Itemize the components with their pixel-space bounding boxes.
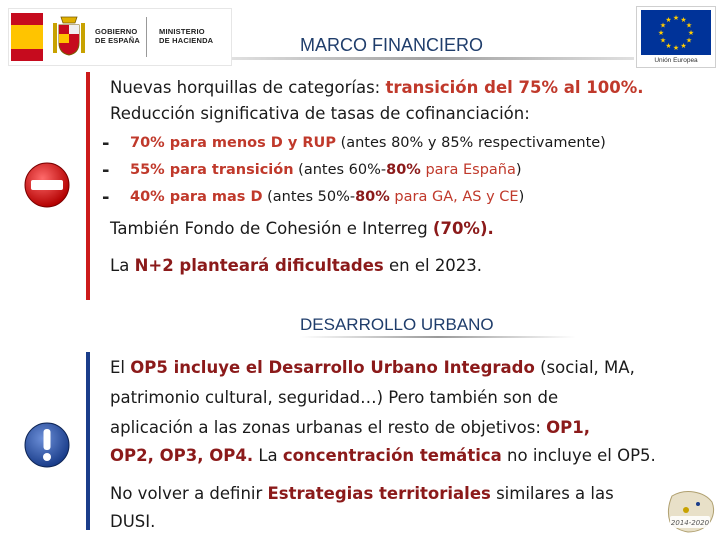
logo-divider bbox=[146, 17, 148, 57]
ministry-line1: MINISTERIO bbox=[159, 27, 205, 37]
text-line-n2: La N+2 planteará dificultades en el 2023… bbox=[110, 256, 483, 275]
title-underline bbox=[232, 57, 634, 60]
gov-line1: GOBIERNO bbox=[95, 27, 138, 37]
eu-star-icon: ★ bbox=[688, 29, 694, 37]
paragraph-line: El OP5 incluye el Desarrollo Urbano Inte… bbox=[110, 358, 635, 377]
government-logo: GOBIERNO DE ESPAÑA MINISTERIO DE HACIEND… bbox=[8, 8, 232, 66]
eu-logo: ★ ★ ★ ★ ★ ★ ★ ★ ★ ★ ★ ★ Unión Europea bbox=[636, 6, 716, 68]
spain-map-icon: 2014-2020 bbox=[667, 491, 715, 533]
eu-star-icon: ★ bbox=[686, 22, 692, 30]
section2-underline bbox=[300, 336, 576, 338]
eu-star-icon: ★ bbox=[673, 14, 679, 22]
coat-of-arms-icon bbox=[53, 16, 85, 56]
no-entry-icon bbox=[24, 162, 70, 208]
spain-flag-icon bbox=[11, 13, 43, 61]
section1-bar bbox=[86, 72, 90, 300]
gov-line2: DE ESPAÑA bbox=[95, 36, 141, 45]
list-item: -40% para mas D (antes 50%-80% para GA, … bbox=[102, 187, 525, 208]
eu-star-icon: ★ bbox=[660, 37, 666, 45]
section2-bar bbox=[86, 352, 90, 530]
slide-title: MARCO FINANCIERO bbox=[300, 35, 484, 55]
eu-star-icon: ★ bbox=[686, 37, 692, 45]
eu-star-icon: ★ bbox=[680, 42, 686, 50]
paragraph-line: OP2, OP3, OP4. La concentración temática… bbox=[110, 446, 656, 465]
eu-flag-icon: ★ ★ ★ ★ ★ ★ ★ ★ ★ ★ ★ ★ bbox=[641, 10, 711, 55]
text-line-cohesion: También Fondo de Cohesión e Interreg (70… bbox=[110, 219, 494, 238]
period-label: 2014-2020 bbox=[671, 519, 710, 527]
text-line-categories: Nuevas horquillas de categorías: transic… bbox=[110, 78, 644, 97]
paragraph-line: No volver a definir Estrategias territor… bbox=[110, 484, 614, 503]
ministry-line2: DE HACIENDA bbox=[159, 36, 214, 45]
eu-star-icon: ★ bbox=[660, 22, 666, 30]
paragraph-line: aplicación a las zonas urbanas el resto … bbox=[110, 418, 591, 437]
list-item: -70% para menos D y RUP (antes 80% y 85%… bbox=[102, 133, 606, 154]
list-item: -55% para transición (antes 60%-80% para… bbox=[102, 160, 522, 181]
eu-star-icon: ★ bbox=[665, 16, 671, 24]
eu-star-icon: ★ bbox=[658, 29, 664, 37]
paragraph-line: patrimonio cultural, seguridad…) Pero ta… bbox=[110, 388, 559, 407]
text-line-cofinancing: Reducción significativa de tasas de cofi… bbox=[110, 104, 530, 123]
eu-star-icon: ★ bbox=[673, 44, 679, 52]
section2-title: DESARROLLO URBANO bbox=[300, 315, 494, 334]
eu-star-icon: ★ bbox=[665, 42, 671, 50]
eu-star-icon: ★ bbox=[680, 16, 686, 24]
eu-label: Unión Europea bbox=[654, 57, 698, 64]
exclamation-icon bbox=[24, 422, 70, 468]
paragraph-line: DUSI. bbox=[110, 512, 156, 531]
